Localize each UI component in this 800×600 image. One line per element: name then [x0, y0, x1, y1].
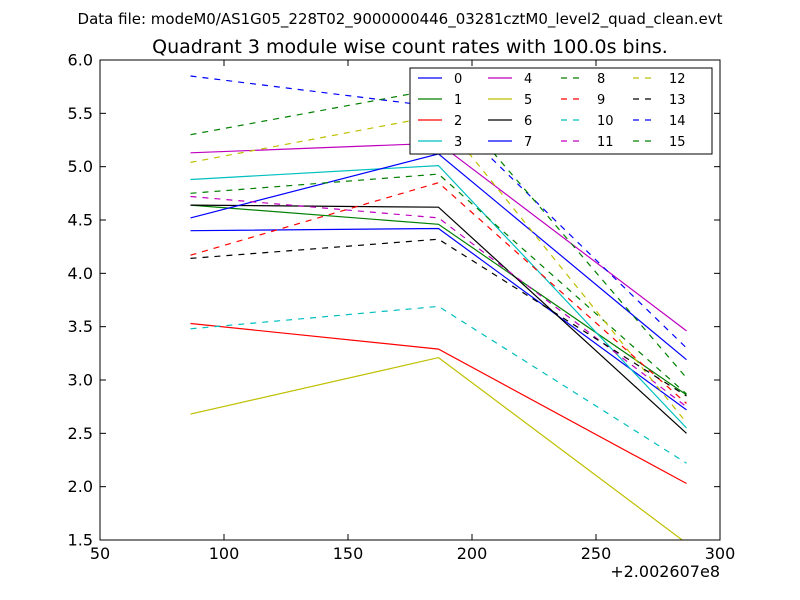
legend-label-15: 15	[669, 135, 686, 150]
figure-suptitle: Data file: modeM0/AS1G05_228T02_90000004…	[78, 10, 723, 29]
legend-label-13: 13	[669, 93, 686, 108]
legend-label-12: 12	[669, 72, 686, 87]
y-tick-label: 2.0	[68, 477, 93, 496]
y-tick-label: 4.5	[68, 211, 93, 230]
y-tick-label: 2.5	[68, 424, 93, 443]
legend-label-10: 10	[597, 114, 614, 129]
legend-label-3: 3	[454, 135, 462, 150]
legend-label-2: 2	[454, 114, 462, 129]
y-tick-label: 5.5	[68, 104, 93, 123]
series-line-2	[191, 324, 687, 484]
y-tick-label: 1.5	[68, 531, 93, 550]
y-tick-label: 3.0	[68, 371, 93, 390]
series-line-7	[191, 154, 687, 360]
legend-label-6: 6	[524, 114, 532, 129]
series-line-12	[191, 116, 687, 423]
series-line-0	[191, 229, 687, 410]
legend-label-4: 4	[524, 72, 532, 87]
legend-label-9: 9	[597, 93, 605, 108]
legend-label-0: 0	[454, 72, 462, 87]
legend-label-11: 11	[597, 135, 614, 150]
y-tick-label: 5.0	[68, 157, 93, 176]
series-line-4	[191, 143, 687, 331]
x-tick-label: 250	[581, 544, 612, 563]
x-tick-label: 200	[457, 544, 488, 563]
legend-label-1: 1	[454, 93, 462, 108]
x-tick-label: 150	[333, 544, 364, 563]
legend-label-7: 7	[524, 135, 532, 150]
legend-label-14: 14	[669, 114, 686, 129]
chart-title: Quadrant 3 module wise count rates with …	[152, 36, 668, 58]
series-line-6	[191, 205, 687, 433]
x-tick-label: 100	[209, 544, 240, 563]
legend-label-5: 5	[524, 93, 532, 108]
series-line-13	[191, 239, 687, 396]
legend-label-8: 8	[597, 72, 605, 87]
x-offset-label: +2.002607e8	[610, 562, 720, 581]
y-tick-label: 6.0	[68, 51, 93, 70]
series-line-9	[191, 183, 687, 404]
series-line-3	[191, 166, 687, 428]
y-tick-label: 4.0	[68, 264, 93, 283]
y-tick-label: 3.5	[68, 317, 93, 336]
series-line-5	[191, 358, 687, 544]
x-tick-label: 300	[705, 544, 736, 563]
